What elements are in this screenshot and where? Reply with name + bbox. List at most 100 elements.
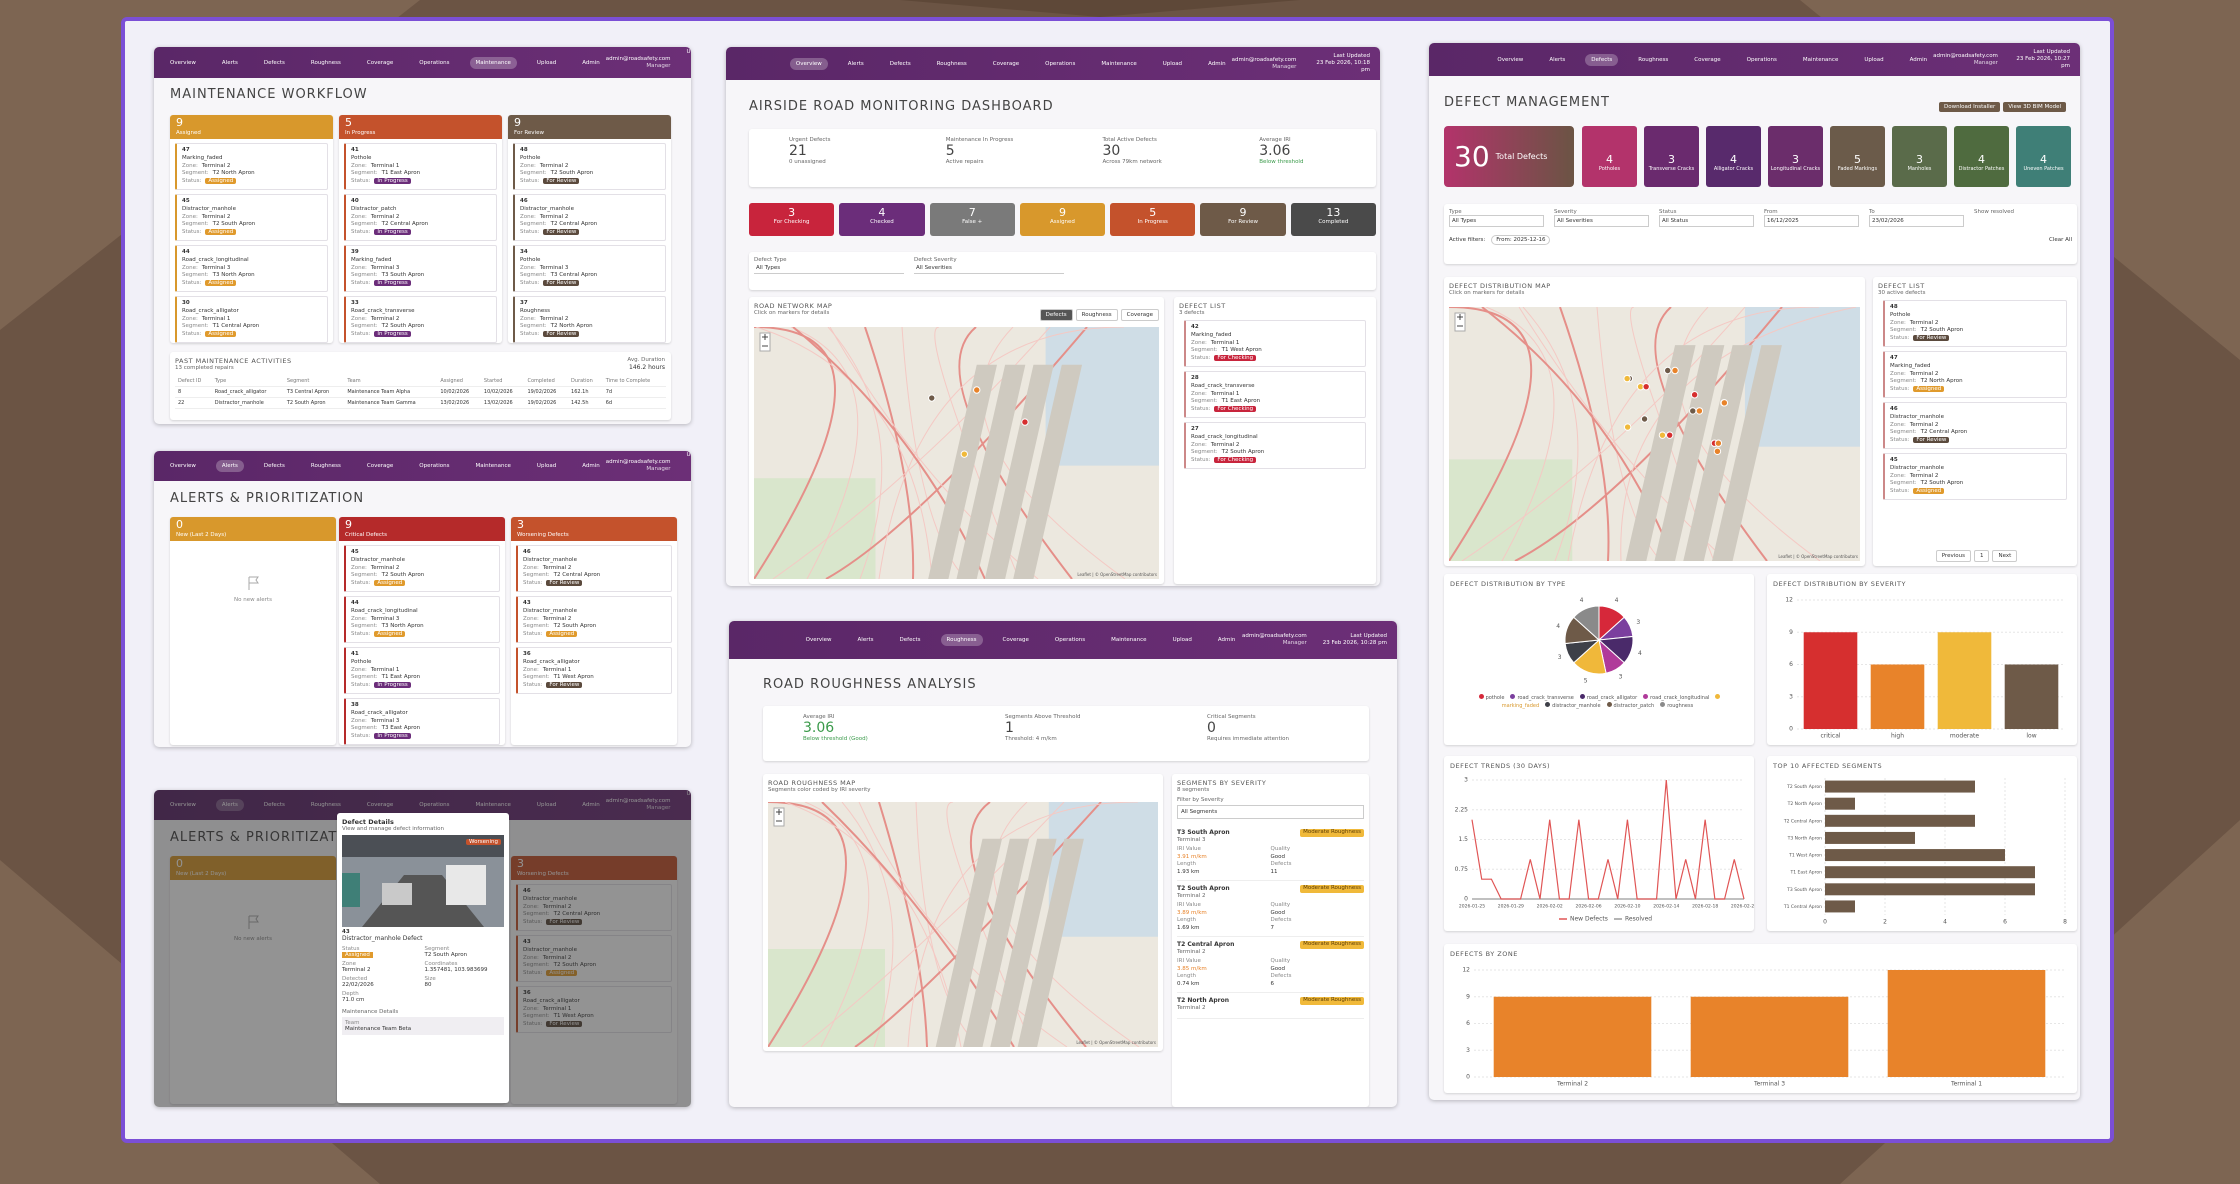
nav-item[interactable]: Coverage <box>366 463 394 469</box>
nav-item[interactable]: Defects <box>263 59 285 66</box>
field-label: Zone: <box>351 615 367 622</box>
field-label: Zone: <box>351 213 367 220</box>
nav-item[interactable]: Roughness <box>1638 56 1669 63</box>
filter: Severity All Severities <box>1554 209 1649 227</box>
filter-input[interactable]: 16/12/2025 <box>1764 215 1859 227</box>
nav-item[interactable]: Maintenance <box>1111 637 1147 643</box>
nav-item[interactable]: Overview <box>170 463 196 469</box>
map-button[interactable]: Roughness <box>1075 309 1118 321</box>
page-button[interactable]: Next <box>1992 550 2018 562</box>
nav-item[interactable]: Overview <box>170 59 196 66</box>
nav-item[interactable]: Alerts <box>857 637 874 643</box>
nav-item[interactable]: Upload <box>1162 60 1183 67</box>
nav-item[interactable]: Overview <box>1497 56 1524 63</box>
type-card[interactable]: 4 Uneven Patches <box>2016 126 2071 187</box>
nav-item[interactable]: Admin <box>1217 637 1236 643</box>
type-card[interactable]: 4 Alligator Cracks <box>1706 126 1761 187</box>
status-card[interactable]: 9 Assigned <box>1019 203 1106 236</box>
user-role: Manager <box>1973 59 1998 66</box>
nav-item[interactable]: Roughness <box>310 463 341 469</box>
nav-item[interactable]: Operations <box>1054 637 1086 643</box>
nav-item[interactable]: Defects <box>263 463 285 469</box>
map-marker <box>1640 415 1649 423</box>
status-card[interactable]: 7 False + <box>929 203 1015 236</box>
nav-item[interactable]: Maintenance <box>1802 56 1839 63</box>
type-card[interactable]: 3 Longitudinal Cracks <box>1768 126 1823 187</box>
status-card[interactable]: 5 In Progress <box>1110 203 1196 236</box>
nav-item[interactable]: Maintenance <box>1101 60 1137 67</box>
nav-item[interactable]: Coverage <box>366 59 394 66</box>
map-button[interactable]: Coverage <box>1120 309 1159 321</box>
header-button[interactable]: View 3D BIM Model <box>2003 102 2066 112</box>
status-badge: Assigned <box>205 331 237 338</box>
nav-item[interactable]: Admin <box>582 463 600 469</box>
nav-item[interactable]: Maintenance <box>469 56 517 69</box>
nav-item[interactable]: Operations <box>419 463 450 469</box>
nav-item[interactable]: Admin <box>582 59 600 66</box>
clear-all[interactable]: Clear All <box>2049 237 2072 243</box>
nav-item[interactable]: Alerts <box>221 59 238 66</box>
x-tick-label: 2 <box>1883 919 1887 926</box>
nav-item[interactable]: Defects <box>899 637 921 643</box>
nav-item[interactable]: Upload <box>536 59 557 66</box>
nav-item[interactable]: Admin <box>1208 60 1226 67</box>
kpi: Average IRI 3.06 Below threshold (Good) <box>763 706 965 761</box>
nav-item[interactable]: Coverage <box>1002 637 1029 643</box>
type-card[interactable]: 5 Faded Markings <box>1830 126 1885 187</box>
legend-label: road_crack_longitudinal <box>1650 695 1710 701</box>
field-label: Segment: <box>520 221 547 228</box>
nav-items: Overview Alerts Defects Roughness Coverage Op… <box>164 460 606 472</box>
nav-item[interactable]: Defects <box>1585 53 1619 66</box>
status-card[interactable]: 9 For Review <box>1200 203 1286 236</box>
type-card[interactable]: 3 Manholes <box>1892 126 1947 187</box>
nav-item[interactable]: Roughness <box>310 59 341 66</box>
nav-item[interactable]: Upload <box>1172 637 1192 643</box>
filter-input[interactable]: All Severities <box>1554 215 1649 227</box>
nav-item[interactable]: Overview <box>789 57 828 70</box>
filter-input[interactable]: 23/02/2026 <box>1869 215 1964 227</box>
filter-select[interactable]: All Types <box>754 263 904 274</box>
status-card[interactable]: 4 Checked <box>839 203 925 236</box>
road <box>878 802 928 1047</box>
nav-item[interactable]: Operations <box>1045 60 1076 67</box>
filter-input[interactable]: All Types <box>1449 215 1544 227</box>
type-card[interactable]: 4 Distractor Patches <box>1954 126 2009 187</box>
nav-item[interactable]: Admin <box>1909 56 1928 63</box>
nav-item[interactable]: Operations <box>1746 56 1777 63</box>
nav-item[interactable]: Maintenance <box>475 463 511 469</box>
legend-item: road_crack_longitudinal <box>1643 694 1710 701</box>
defect-card: 34 Pothole Zone: Terminal 3 Segment: T3 Centr… <box>513 244 666 292</box>
type-card[interactable]: 4 Potholes <box>1582 126 1637 187</box>
legend-swatch <box>1478 694 1484 699</box>
kpi-value: 3.06 <box>803 720 835 736</box>
nav-item[interactable]: Alerts <box>1549 56 1566 63</box>
nav-item[interactable]: Operations <box>419 59 450 66</box>
nav-item[interactable]: Alerts <box>847 60 864 67</box>
nav-item[interactable]: Defects <box>889 60 911 67</box>
filter-label: Type <box>1449 209 1462 215</box>
status-badge: For Review <box>543 229 580 236</box>
nav-item[interactable]: Alerts <box>215 460 244 472</box>
nav-item[interactable]: Upload <box>1864 56 1884 63</box>
header-button[interactable]: Download Installer <box>1939 102 2001 112</box>
nav-item[interactable]: Coverage <box>992 60 1020 67</box>
filter-select[interactable]: All Segments <box>1177 805 1364 819</box>
type-card[interactable]: 3 Transverse Cracks <box>1644 126 1699 187</box>
nav-item[interactable]: Upload <box>536 463 557 469</box>
nav-item[interactable]: Roughness <box>936 60 967 67</box>
page-button[interactable]: 1 <box>1973 550 1990 562</box>
bar <box>1937 632 1992 729</box>
filter-select[interactable]: All Severities <box>914 263 1064 274</box>
field-label: Segment: <box>1890 327 1917 334</box>
filter-input[interactable]: All Status <box>1659 215 1754 227</box>
nav-item[interactable]: Overview <box>805 637 832 643</box>
nav-item[interactable]: Coverage <box>1694 56 1721 63</box>
segment-fields: IRI Value 3.89 m/km Quality Good Length 1.69 … <box>1177 902 1364 932</box>
kpi-value: 0 <box>1207 720 1216 736</box>
map-button[interactable]: Defects <box>1039 309 1073 321</box>
nav-item[interactable]: Roughness <box>940 634 983 646</box>
page-button[interactable]: Previous <box>1935 550 1971 562</box>
status-card[interactable]: 3 For Checking <box>749 203 835 236</box>
x-tick-label: 4 <box>1943 919 1947 926</box>
status-card[interactable]: 13 Completed <box>1290 203 1376 236</box>
